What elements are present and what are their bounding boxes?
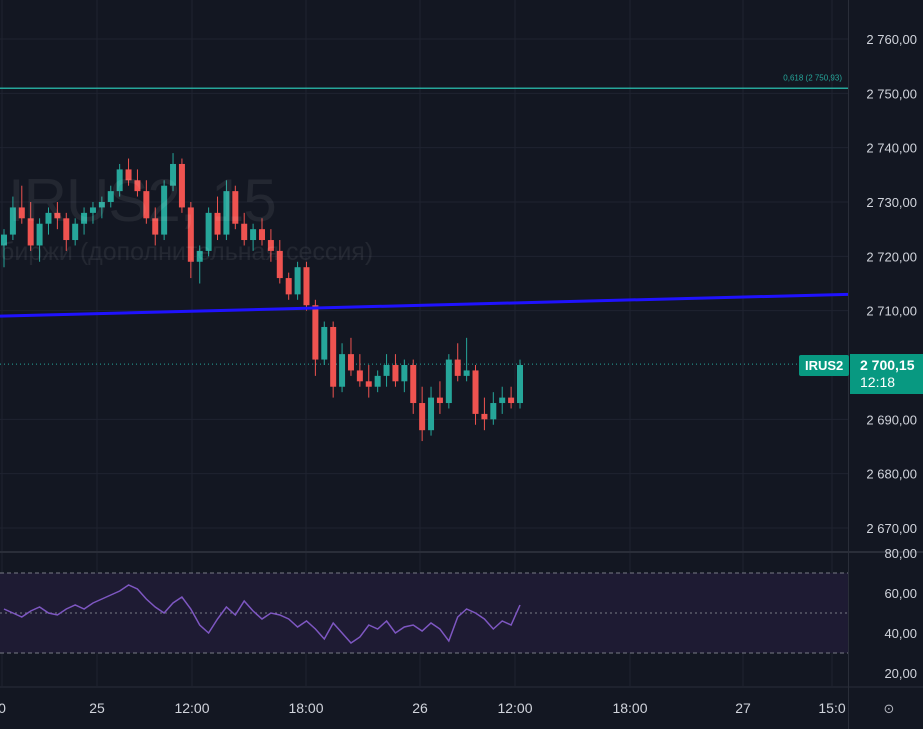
price-tick-label: 2 750,00 <box>866 86 917 101</box>
candle-body <box>1 234 7 246</box>
candle-body <box>45 212 52 224</box>
candle-body <box>419 403 426 431</box>
settings-icon[interactable]: ⊙ <box>883 701 895 716</box>
fib-level-label: 0,618 (2 750,93) <box>783 73 842 82</box>
candle-body <box>72 223 79 241</box>
watermark-subtitle: биржи (дополнительная сессия) <box>0 238 374 266</box>
candle-body <box>365 381 372 387</box>
time-tick-label: 0 <box>0 700 6 716</box>
candle-body <box>312 305 319 360</box>
time-tick-label: 12:00 <box>174 700 209 716</box>
candle-body <box>517 365 523 404</box>
candle-body <box>205 212 212 251</box>
candle-body <box>250 229 257 241</box>
candle-body <box>54 212 61 219</box>
time-tick-label: 27 <box>735 700 751 716</box>
trendline <box>0 292 849 318</box>
candle-body <box>223 191 230 235</box>
time-tick-label: 15:0 <box>818 700 845 716</box>
candle-body <box>490 403 497 420</box>
time-tick-label: 26 <box>412 700 428 716</box>
candle-body <box>321 326 328 360</box>
price-tick-label: 2 720,00 <box>866 249 917 264</box>
candle-body <box>232 191 239 224</box>
candle-body <box>454 359 461 376</box>
candle-body <box>63 218 70 241</box>
candle-body <box>134 180 141 192</box>
watermark-title: IRUS2, 15 <box>8 167 277 234</box>
price-tick-label: 2 760,00 <box>866 32 917 47</box>
candle-body <box>107 191 114 202</box>
last-price-value: 2 700,15 <box>860 357 915 373</box>
time-tick-label: 18:00 <box>288 700 323 716</box>
candle-body <box>178 163 185 208</box>
price-tick-label: 2 730,00 <box>866 195 917 210</box>
candle-body <box>276 250 283 279</box>
rsi-line <box>3 584 521 644</box>
candle-body <box>330 326 337 387</box>
candle-body <box>463 370 470 376</box>
candle-body <box>356 370 363 382</box>
time-tick-label: 12:00 <box>497 700 532 716</box>
price-tick-label: 2 670,00 <box>866 521 917 536</box>
rsi-tick-label: 80,00 <box>884 546 917 561</box>
candle-body <box>445 359 452 404</box>
candle-body <box>428 397 435 431</box>
time-tick-label: 25 <box>89 700 105 716</box>
time-tick-label: 18:00 <box>612 700 647 716</box>
candle-body <box>241 223 248 241</box>
price-tick-label: 2 710,00 <box>866 304 917 319</box>
candle-body <box>18 207 25 219</box>
candle-body <box>259 229 265 241</box>
candle-body <box>436 397 443 404</box>
rsi-tick-label: 20,00 <box>884 666 917 681</box>
candle-body <box>98 202 105 208</box>
price-tick-label: 2 690,00 <box>866 412 917 427</box>
candle-body <box>36 223 43 246</box>
candle-body <box>89 207 96 213</box>
candle-body <box>499 397 506 404</box>
candle-body <box>481 413 488 420</box>
candle-body <box>303 267 310 306</box>
candle-body <box>170 163 177 186</box>
candle-body <box>27 218 34 246</box>
price-tick-label: 2 740,00 <box>866 141 917 156</box>
candle-body <box>285 278 292 295</box>
candle-body <box>294 267 301 295</box>
candle-body <box>187 207 194 262</box>
candle-body <box>267 240 274 251</box>
rsi-tick-label: 40,00 <box>884 626 917 641</box>
candle-body <box>196 250 203 262</box>
price-tick-label: 2 680,00 <box>866 467 917 482</box>
rsi-tick-label: 60,00 <box>884 586 917 601</box>
candle-body <box>339 354 346 387</box>
candle-body <box>81 212 88 224</box>
candle-body <box>143 191 150 219</box>
bar-countdown: 12:18 <box>860 374 896 390</box>
candle-body <box>401 365 408 382</box>
candle-body <box>214 212 221 235</box>
candle-body <box>152 218 159 235</box>
candle-body <box>508 397 515 404</box>
candle-body <box>472 370 479 414</box>
candle-body <box>9 207 16 235</box>
candle-body <box>125 169 132 181</box>
candle-body <box>347 354 354 371</box>
symbol-tag: IRUS2 <box>799 355 850 376</box>
candle-body <box>374 375 381 387</box>
candle-body <box>383 365 390 376</box>
last-price-badge: 2 700,15 12:18 <box>850 354 923 394</box>
candle-body <box>161 185 168 235</box>
candle-body <box>392 365 399 382</box>
candle-body <box>116 169 123 192</box>
candle-body <box>410 365 417 404</box>
